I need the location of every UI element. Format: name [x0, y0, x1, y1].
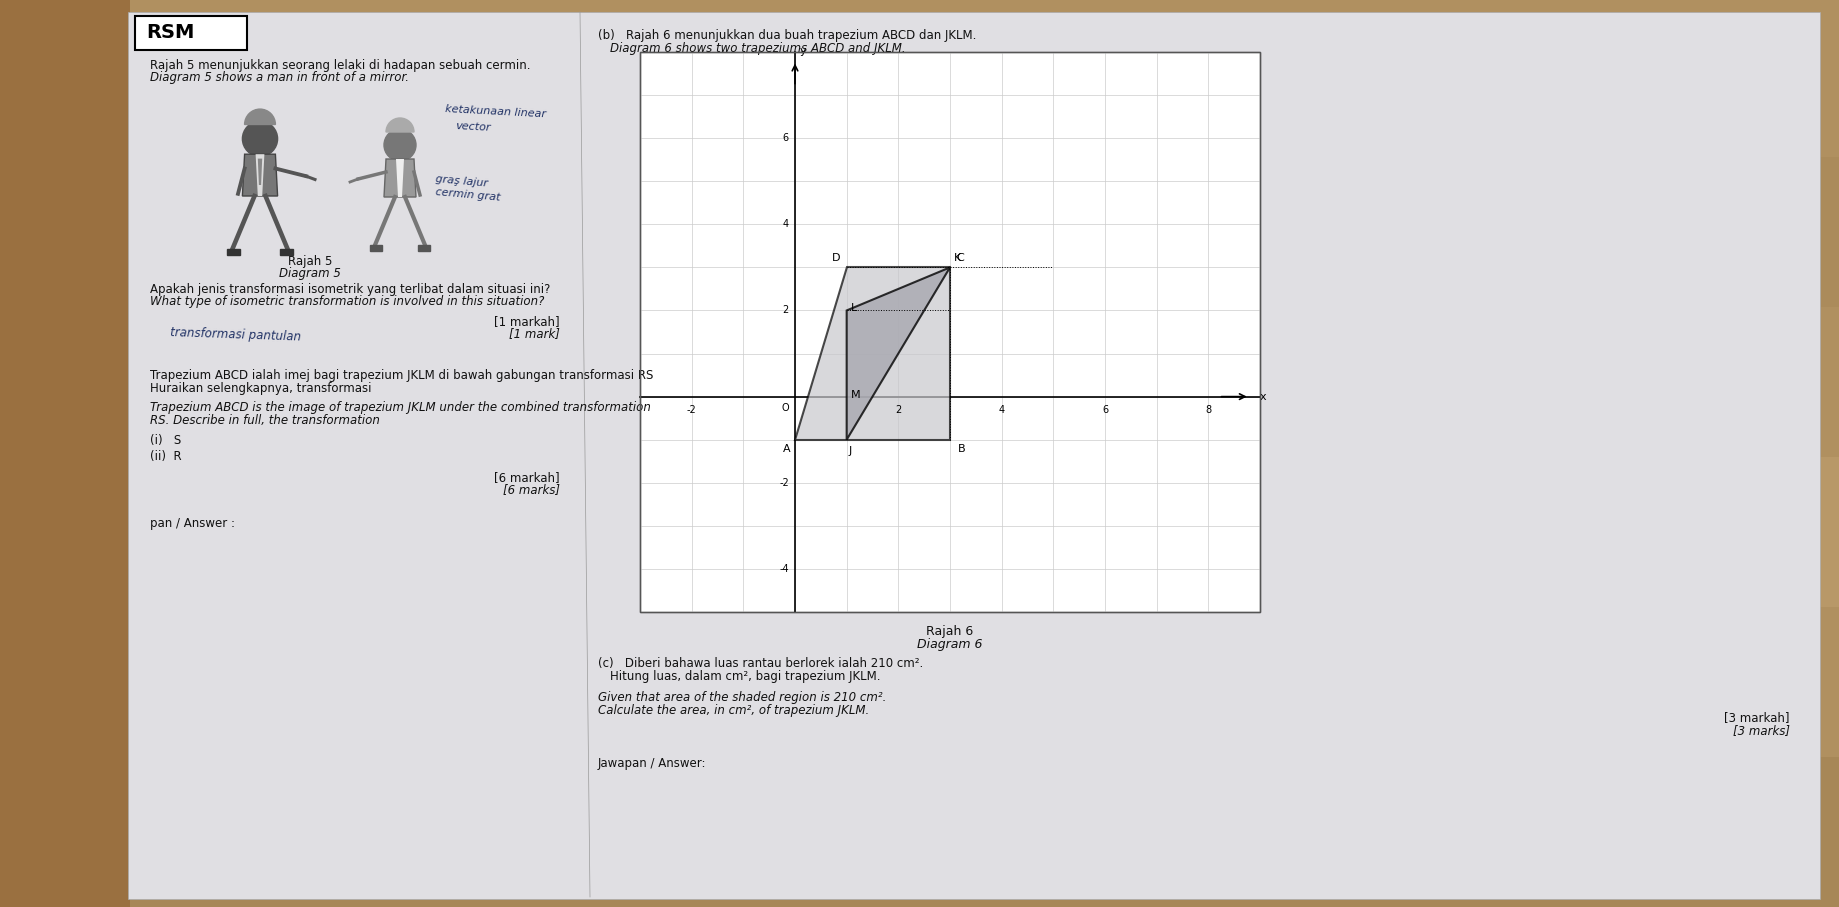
Text: What type of isometric transformation is involved in this situation?: What type of isometric transformation is… — [151, 295, 544, 308]
Bar — [370, 245, 383, 251]
Text: [1 markah]: [1 markah] — [495, 315, 561, 328]
Text: x: x — [1260, 392, 1267, 402]
Text: Diagram 6 shows two trapeziums ABCD and JKLM.: Diagram 6 shows two trapeziums ABCD and … — [611, 42, 905, 55]
Text: pan / Answer :: pan / Answer : — [151, 517, 235, 530]
Text: [3 markah]: [3 markah] — [1725, 711, 1789, 724]
Text: Apakah jenis transformasi isometrik yang terlibat dalam situasi ini?: Apakah jenis transformasi isometrik yang… — [151, 283, 550, 296]
Bar — [0, 0, 131, 907]
Text: transformasi pantulan: transformasi pantulan — [169, 327, 302, 344]
Polygon shape — [395, 159, 405, 197]
Text: Jawapan / Answer:: Jawapan / Answer: — [598, 757, 706, 770]
Text: C: C — [956, 253, 964, 263]
Text: [3 marks]: [3 marks] — [1732, 724, 1789, 737]
Text: Trapezium ABCD ialah imej bagi trapezium JKLM di bawah gabungan transformasi RS: Trapezium ABCD ialah imej bagi trapezium… — [151, 369, 653, 382]
Text: [6 markah]: [6 markah] — [495, 471, 561, 484]
Text: ketakunaan linear: ketakunaan linear — [445, 103, 546, 119]
Text: Diagram 6: Diagram 6 — [918, 638, 982, 651]
Polygon shape — [794, 268, 951, 440]
Text: RS. Describe in full, the transformation: RS. Describe in full, the transformation — [151, 414, 381, 427]
Bar — [0, 307, 1839, 457]
Bar — [417, 245, 430, 251]
Text: cermin grat: cermin grat — [436, 188, 500, 203]
Text: Rajah 6: Rajah 6 — [927, 625, 973, 638]
Text: 2: 2 — [896, 405, 901, 414]
Text: 8: 8 — [1205, 405, 1212, 414]
Text: A: A — [783, 444, 791, 454]
Polygon shape — [129, 12, 1821, 899]
Bar — [0, 0, 1839, 157]
Polygon shape — [846, 268, 951, 440]
Text: 2: 2 — [783, 306, 789, 316]
Circle shape — [384, 129, 416, 161]
Bar — [640, 52, 1260, 612]
Polygon shape — [243, 154, 278, 196]
Text: -4: -4 — [780, 564, 789, 574]
Bar — [0, 757, 1839, 907]
Text: (b)   Rajah 6 menunjukkan dua buah trapezium ABCD dan JKLM.: (b) Rajah 6 menunjukkan dua buah trapezi… — [598, 29, 977, 42]
Text: M: M — [851, 390, 861, 400]
Text: L: L — [851, 304, 857, 314]
Text: (ii)  R: (ii) R — [151, 450, 182, 463]
Bar — [280, 249, 292, 256]
Text: 4: 4 — [999, 405, 1004, 414]
Bar — [0, 157, 1839, 307]
Circle shape — [243, 122, 278, 156]
Text: (c)   Diberi bahawa luas rantau berlorek ialah 210 cm².: (c) Diberi bahawa luas rantau berlorek i… — [598, 657, 923, 670]
Bar — [0, 607, 1839, 757]
Text: 4: 4 — [783, 219, 789, 229]
Text: Huraikan selengkapnya, transformasi: Huraikan selengkapnya, transformasi — [151, 382, 371, 395]
Text: Given that area of the shaded region is 210 cm².: Given that area of the shaded region is … — [598, 691, 886, 704]
Text: B: B — [958, 444, 965, 454]
Text: -2: -2 — [780, 478, 789, 488]
Text: [1 mark]: [1 mark] — [509, 327, 561, 340]
Bar — [226, 249, 241, 256]
Wedge shape — [386, 118, 414, 132]
Text: Diagram 5: Diagram 5 — [280, 267, 340, 280]
Bar — [640, 52, 1260, 612]
Text: vector: vector — [454, 122, 491, 133]
Polygon shape — [256, 154, 265, 196]
Text: D: D — [833, 253, 840, 263]
Text: Calculate the area, in cm², of trapezium JKLM.: Calculate the area, in cm², of trapezium… — [598, 704, 870, 717]
Bar — [0, 457, 1839, 607]
Text: Rajah 5 menunjukkan seorang lelaki di hadapan sebuah cermin.: Rajah 5 menunjukkan seorang lelaki di ha… — [151, 59, 530, 72]
Text: Diagram 5 shows a man in front of a mirror.: Diagram 5 shows a man in front of a mirr… — [151, 71, 408, 84]
Polygon shape — [384, 159, 416, 197]
Text: Hitung luas, dalam cm², bagi trapezium JKLM.: Hitung luas, dalam cm², bagi trapezium J… — [611, 670, 881, 683]
Text: graş lajur: graş lajur — [436, 174, 489, 189]
Text: RSM: RSM — [145, 24, 195, 43]
Wedge shape — [245, 109, 276, 124]
Text: (i)   S: (i) S — [151, 434, 182, 447]
Text: 6: 6 — [783, 133, 789, 143]
Polygon shape — [257, 159, 263, 185]
Text: Rajah 5: Rajah 5 — [289, 255, 333, 268]
Text: O: O — [782, 403, 789, 413]
Text: -2: -2 — [686, 405, 697, 414]
Text: 6: 6 — [1102, 405, 1109, 414]
Text: [6 marks]: [6 marks] — [504, 483, 561, 496]
FancyBboxPatch shape — [134, 16, 246, 50]
Text: y: y — [800, 46, 807, 56]
Text: K: K — [954, 253, 962, 263]
Text: J: J — [850, 445, 851, 455]
Text: Trapezium ABCD is the image of trapezium JKLM under the combined transformation: Trapezium ABCD is the image of trapezium… — [151, 401, 651, 414]
